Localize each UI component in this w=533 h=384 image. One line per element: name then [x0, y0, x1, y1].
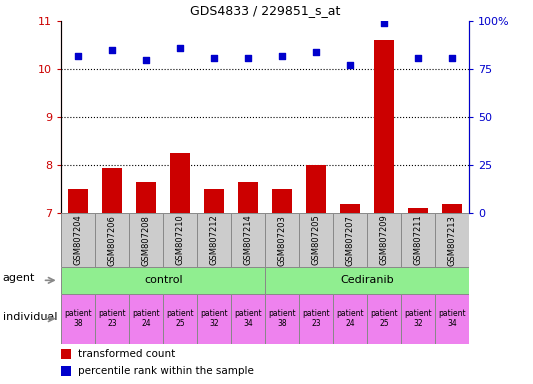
Text: GSM807214: GSM807214	[244, 215, 253, 265]
Text: percentile rank within the sample: percentile rank within the sample	[78, 366, 254, 376]
Bar	[306, 165, 326, 384]
Bar	[163, 213, 197, 267]
Bar	[340, 204, 360, 384]
Bar	[197, 294, 231, 344]
Bar	[170, 153, 190, 384]
Bar	[102, 167, 123, 384]
Bar	[95, 294, 129, 344]
Text: GSM807211: GSM807211	[414, 215, 423, 265]
Text: GSM807212: GSM807212	[209, 215, 219, 265]
Text: patient
38: patient 38	[64, 309, 92, 328]
Point	[312, 49, 320, 55]
Bar	[61, 366, 71, 376]
Text: patient
34: patient 34	[235, 309, 262, 328]
Text: patient
24: patient 24	[132, 309, 160, 328]
Bar	[333, 294, 367, 344]
Text: GSM807213: GSM807213	[448, 215, 457, 266]
Bar	[367, 213, 401, 267]
Text: GSM807204: GSM807204	[74, 215, 83, 265]
Bar	[163, 294, 197, 344]
Point	[74, 53, 83, 59]
Bar	[299, 294, 333, 344]
Bar	[265, 213, 299, 267]
Bar	[265, 294, 299, 344]
Bar	[442, 204, 462, 384]
Text: patient
25: patient 25	[370, 309, 398, 328]
Text: GSM807206: GSM807206	[108, 215, 117, 266]
Point	[244, 55, 253, 61]
Bar	[299, 213, 333, 267]
Bar	[238, 182, 259, 384]
Text: patient
32: patient 32	[200, 309, 228, 328]
Text: patient
25: patient 25	[166, 309, 194, 328]
Text: patient
23: patient 23	[302, 309, 330, 328]
Bar	[95, 213, 129, 267]
Bar	[435, 213, 469, 267]
Bar	[401, 294, 435, 344]
Bar	[367, 294, 401, 344]
Point	[448, 55, 456, 61]
Point	[210, 55, 219, 61]
Bar	[272, 189, 292, 384]
Bar	[408, 209, 429, 384]
Text: GSM807205: GSM807205	[312, 215, 321, 265]
Point	[414, 55, 422, 61]
Bar	[61, 294, 95, 344]
Bar	[197, 213, 231, 267]
Text: GSM807208: GSM807208	[142, 215, 151, 266]
Bar	[333, 213, 367, 267]
Bar	[435, 294, 469, 344]
Text: GSM807209: GSM807209	[379, 215, 389, 265]
Text: patient
24: patient 24	[336, 309, 364, 328]
Text: agent: agent	[3, 273, 35, 283]
Bar	[374, 40, 394, 384]
Bar	[129, 294, 163, 344]
Point	[108, 47, 117, 53]
Text: individual: individual	[3, 312, 57, 322]
Text: patient
32: patient 32	[404, 309, 432, 328]
Point	[346, 62, 354, 68]
Bar	[231, 294, 265, 344]
Text: patient
23: patient 23	[99, 309, 126, 328]
Point	[176, 45, 184, 51]
Text: patient
34: patient 34	[438, 309, 466, 328]
Bar	[265, 267, 469, 294]
Bar	[129, 213, 163, 267]
Bar	[204, 189, 224, 384]
Text: Cediranib: Cediranib	[340, 275, 394, 285]
Text: control: control	[144, 275, 182, 285]
Bar	[136, 182, 157, 384]
Bar	[68, 189, 88, 384]
Bar	[231, 213, 265, 267]
Text: GSM807210: GSM807210	[176, 215, 185, 265]
Point	[142, 56, 150, 63]
Bar	[61, 349, 71, 359]
Point	[380, 20, 389, 26]
Text: GSM807203: GSM807203	[278, 215, 287, 266]
Bar	[61, 267, 265, 294]
Text: transformed count: transformed count	[78, 349, 175, 359]
Text: patient
38: patient 38	[268, 309, 296, 328]
Bar	[401, 213, 435, 267]
Title: GDS4833 / 229851_s_at: GDS4833 / 229851_s_at	[190, 4, 341, 17]
Bar	[61, 213, 95, 267]
Point	[278, 53, 286, 59]
Text: GSM807207: GSM807207	[345, 215, 354, 266]
